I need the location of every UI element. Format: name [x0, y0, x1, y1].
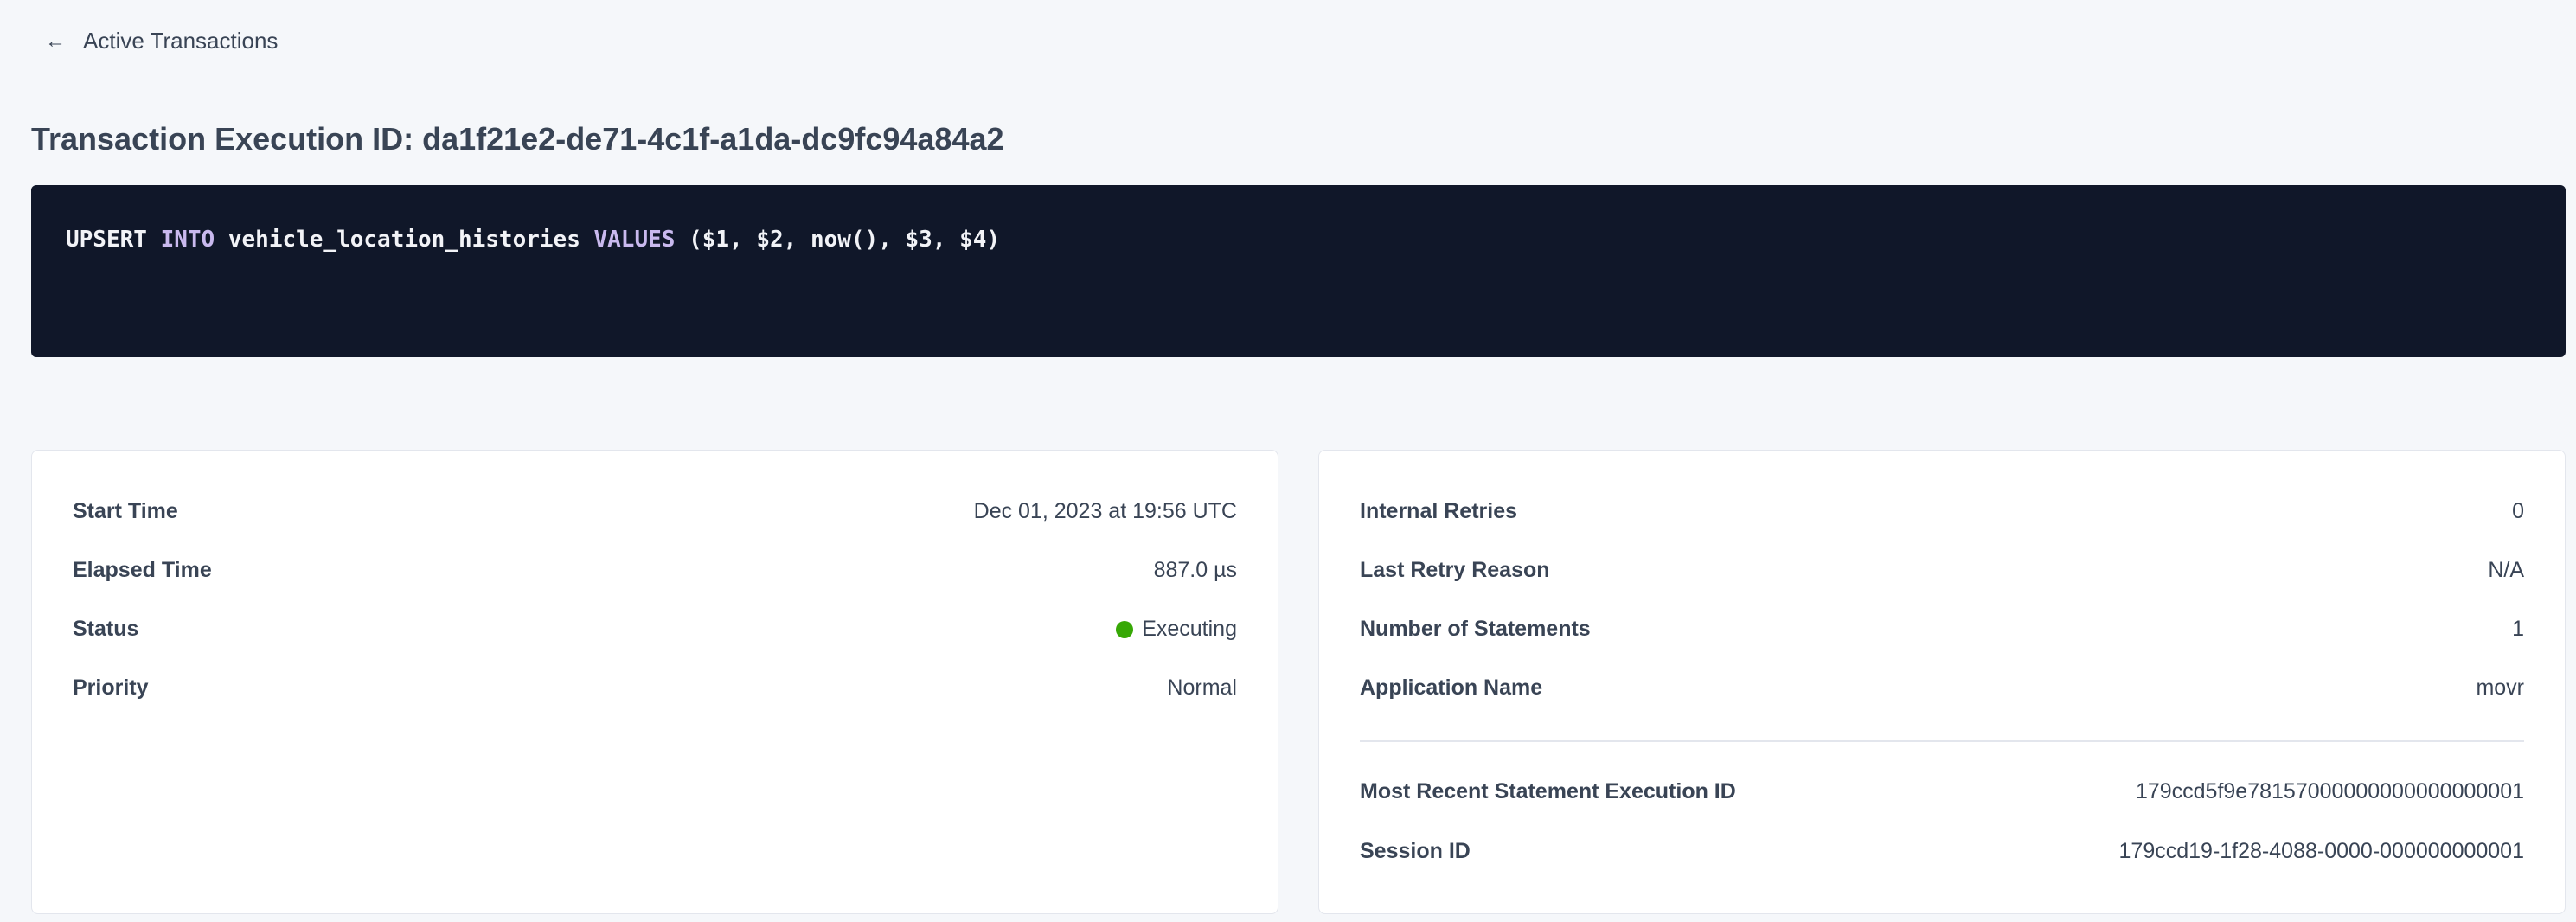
status-badge: Executing [1116, 617, 1237, 642]
application-name-row: Application Name movr [1360, 675, 2524, 701]
status-text: Executing [1142, 617, 1237, 641]
row-value: 0 [2512, 499, 2524, 523]
row-value: 887.0 µs [1153, 558, 1237, 582]
session-id-row: Session ID 179ccd19-1f28-4088-0000-00000… [1360, 839, 2524, 864]
sql-token: UPSERT [66, 227, 161, 253]
internal-retries-row: Internal Retries 0 [1360, 499, 2524, 524]
row-label: Session ID [1360, 839, 1471, 863]
divider [1360, 740, 2524, 742]
row-value: N/A [2488, 558, 2524, 582]
sql-keyword: INTO [160, 227, 215, 253]
row-value: Normal [1167, 675, 1237, 700]
start-time-row: Start Time Dec 01, 2023 at 19:56 UTC [73, 499, 1237, 524]
row-label: Most Recent Statement Execution ID [1360, 779, 1736, 804]
row-value: Dec 01, 2023 at 19:56 UTC [973, 499, 1237, 523]
transaction-summary-card: Start Time Dec 01, 2023 at 19:56 UTC Ela… [31, 450, 1278, 914]
arrow-left-icon: ← [45, 29, 66, 53]
statement-execution-id-row: Most Recent Statement Execution ID 179cc… [1360, 779, 2524, 804]
row-value: movr [2476, 675, 2524, 700]
session-id-link[interactable]: 179ccd19-1f28-4088-0000-000000000001 [2118, 839, 2524, 863]
status-dot-icon [1116, 620, 1134, 638]
sql-keyword: VALUES [593, 227, 676, 253]
back-link-label: Active Transactions [83, 28, 279, 54]
sql-token: ($1, $2, now(), $3, $4) [675, 227, 1001, 253]
sql-token: vehicle_location_histories [215, 227, 594, 253]
statement-execution-id-link[interactable]: 179ccd5f9e78157000000000000000001 [2135, 779, 2524, 804]
row-label: Priority [73, 675, 149, 700]
last-retry-reason-row: Last Retry Reason N/A [1360, 558, 2524, 583]
row-label: Last Retry Reason [1360, 558, 1550, 582]
status-row: Status Executing [73, 617, 1237, 642]
back-link-active-transactions[interactable]: ← Active Transactions [45, 28, 278, 54]
priority-row: Priority Normal [73, 675, 1237, 701]
number-of-statements-row: Number of Statements 1 [1360, 617, 2524, 642]
page-title: Transaction Execution ID: da1f21e2-de71-… [31, 121, 1004, 157]
row-label: Application Name [1360, 675, 1543, 700]
elapsed-time-row: Elapsed Time 887.0 µs [73, 558, 1237, 583]
sql-statement-block: UPSERT INTO vehicle_location_histories V… [31, 185, 2566, 357]
transaction-details-card: Internal Retries 0 Last Retry Reason N/A… [1318, 450, 2566, 914]
row-label: Start Time [73, 499, 178, 523]
row-label: Number of Statements [1360, 617, 1591, 641]
row-value: 1 [2512, 617, 2524, 641]
row-label: Status [73, 617, 139, 641]
row-label: Internal Retries [1360, 499, 1518, 523]
row-label: Elapsed Time [73, 558, 212, 582]
